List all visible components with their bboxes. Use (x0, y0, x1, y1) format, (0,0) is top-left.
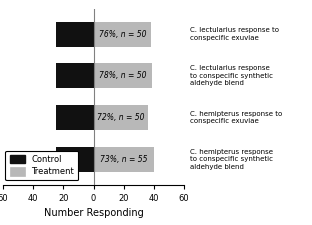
Bar (94, 105, 148, 130)
X-axis label: Number Responding: Number Responding (44, 208, 144, 218)
Text: 72%, n = 50: 72%, n = 50 (97, 113, 144, 122)
Bar (94, 22, 151, 47)
Text: C. hemipterus response to
conspecific exuviae: C. hemipterus response to conspecific ex… (190, 111, 282, 124)
Bar (56, 147, 94, 172)
Text: C. lectularius response to
conspecific exuviae: C. lectularius response to conspecific e… (190, 27, 279, 41)
Text: C. hemipterus response
to conspecific synthetic
aldehyde blend: C. hemipterus response to conspecific sy… (190, 149, 273, 170)
Bar (56, 105, 94, 130)
Bar (94, 63, 152, 88)
Text: 76%, n = 50: 76%, n = 50 (99, 29, 146, 38)
Text: 78%, n = 50: 78%, n = 50 (99, 71, 147, 80)
Text: 73%, n = 55: 73%, n = 55 (100, 155, 148, 164)
Bar (56, 22, 94, 47)
Bar (56, 63, 94, 88)
Text: C. lectularius response
to conspecific synthetic
aldehyde blend: C. lectularius response to conspecific s… (190, 65, 273, 86)
Bar (94, 147, 154, 172)
Legend: Control, Treatment: Control, Treatment (6, 151, 78, 180)
